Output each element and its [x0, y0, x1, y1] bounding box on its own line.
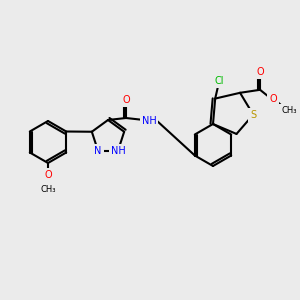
Text: NH: NH: [142, 116, 156, 126]
Text: O: O: [122, 95, 130, 105]
Text: O: O: [256, 67, 264, 77]
Text: NH: NH: [111, 146, 125, 156]
Text: S: S: [250, 110, 256, 120]
Text: N: N: [94, 146, 102, 156]
Text: Cl: Cl: [214, 76, 224, 85]
Text: CH₃: CH₃: [40, 184, 56, 194]
Text: CH₃: CH₃: [281, 106, 297, 115]
Text: O: O: [44, 170, 52, 180]
Text: O: O: [269, 94, 277, 104]
